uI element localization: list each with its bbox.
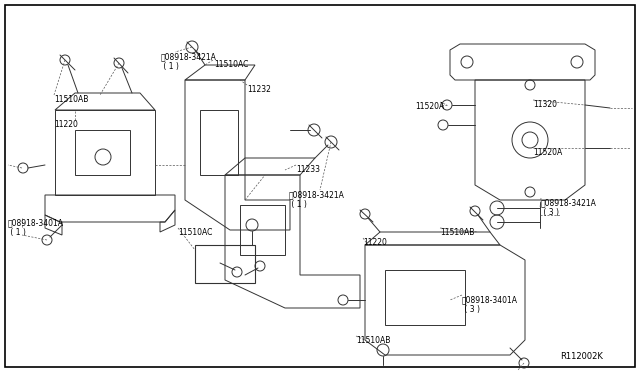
Text: 11510AB: 11510AB (356, 336, 390, 345)
Bar (240, 205, 285, 255)
Text: ⓝ08918-3421A
 ( 1 ): ⓝ08918-3421A ( 1 ) (161, 52, 217, 71)
Text: 11510AC: 11510AC (178, 228, 212, 237)
Text: ⓝ08918-3421A
 ( 3 ): ⓝ08918-3421A ( 3 ) (541, 198, 597, 217)
Bar (200, 110, 238, 175)
Text: ⓝ08918-3401A
 ( 3 ): ⓝ08918-3401A ( 3 ) (462, 295, 518, 314)
Text: 11510AB: 11510AB (440, 228, 474, 237)
Bar (195, 245, 255, 283)
Text: 11233: 11233 (296, 165, 320, 174)
Bar (385, 270, 465, 325)
Text: 11520A: 11520A (415, 102, 444, 111)
Bar (75, 130, 130, 175)
Text: ⓝ08918-3401A
 ( 1 ): ⓝ08918-3401A ( 1 ) (8, 218, 64, 237)
Text: 11320: 11320 (533, 100, 557, 109)
Text: 11510AB: 11510AB (54, 95, 88, 104)
Text: 11220: 11220 (54, 120, 78, 129)
Text: 11220: 11220 (363, 238, 387, 247)
Text: 11520A: 11520A (533, 148, 563, 157)
Text: R112002K: R112002K (560, 352, 603, 361)
Text: 11510AC: 11510AC (214, 60, 248, 69)
Text: ⓝ08918-3421A
 ( 1 ): ⓝ08918-3421A ( 1 ) (289, 190, 345, 209)
Text: 11232: 11232 (247, 85, 271, 94)
